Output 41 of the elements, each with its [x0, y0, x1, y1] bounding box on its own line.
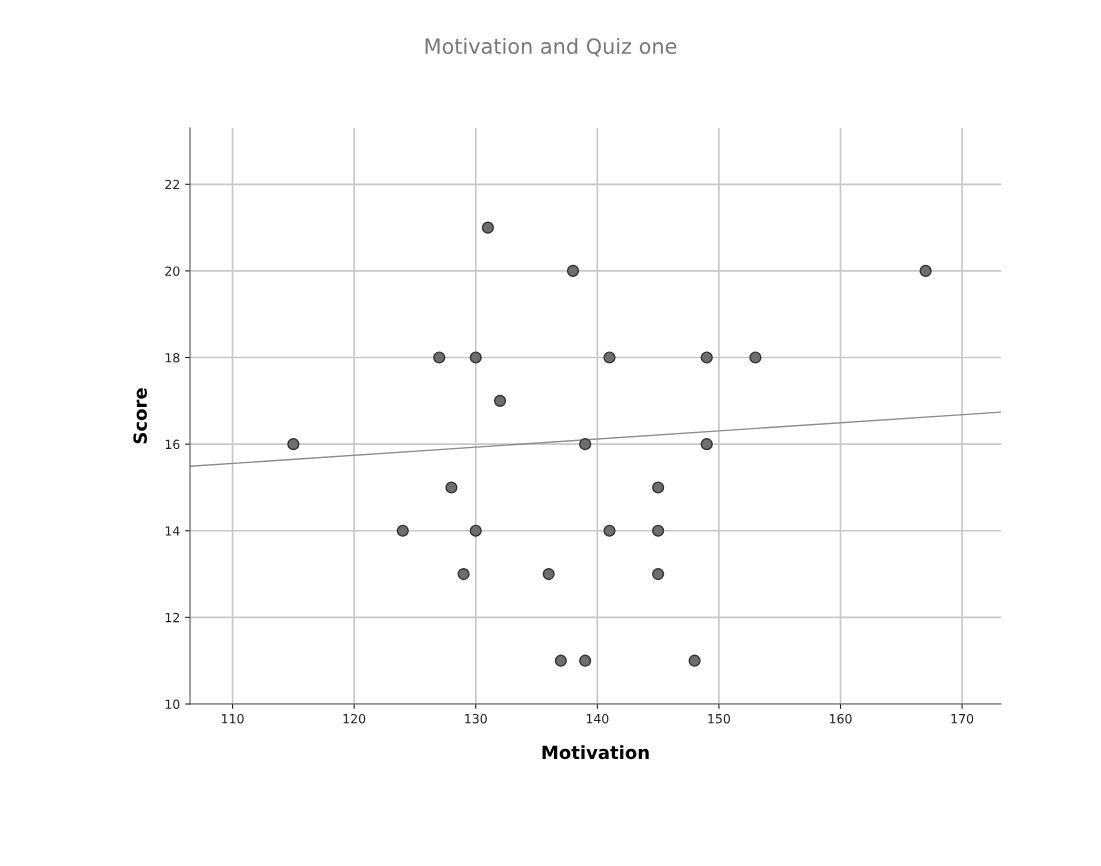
point	[700, 351, 713, 364]
point	[652, 481, 665, 494]
point	[493, 394, 507, 407]
point	[542, 568, 555, 581]
y-tick-label: 18	[165, 353, 180, 363]
point	[287, 438, 300, 451]
y-tick-label: 10	[165, 699, 180, 709]
x-tick-label: 110	[222, 713, 244, 724]
x-tick-label: 140	[586, 713, 609, 724]
point	[579, 438, 592, 451]
point	[749, 351, 762, 364]
x-tick-label: 160	[829, 713, 852, 724]
x-tick-label: 150	[708, 713, 731, 724]
x-tick-label: 120	[343, 713, 366, 724]
y-tick-label: 20	[165, 266, 180, 276]
y-axis-title: Score	[133, 388, 147, 444]
point	[579, 654, 592, 667]
point	[652, 524, 665, 537]
point	[566, 264, 580, 277]
point	[652, 568, 665, 581]
point	[603, 351, 616, 364]
point	[457, 568, 470, 581]
x-tick-label: 170	[951, 713, 974, 724]
point	[603, 524, 616, 537]
y-tick-label: 16	[165, 439, 180, 450]
point	[445, 481, 458, 494]
point	[469, 351, 482, 364]
point	[700, 438, 713, 451]
y-tick-label: 22	[165, 179, 180, 190]
x-tick-label: 130	[465, 713, 487, 724]
y-tick-label: 12	[165, 612, 180, 623]
point	[433, 351, 446, 364]
chart-title: Motivation and Quiz one	[425, 37, 677, 57]
point	[481, 221, 494, 234]
point	[469, 524, 482, 537]
x-axis-title: Motivation	[542, 745, 649, 760]
point	[396, 524, 409, 537]
point	[688, 654, 701, 667]
point	[919, 264, 932, 277]
y-tick-label: 14	[165, 526, 180, 536]
point	[554, 654, 567, 667]
